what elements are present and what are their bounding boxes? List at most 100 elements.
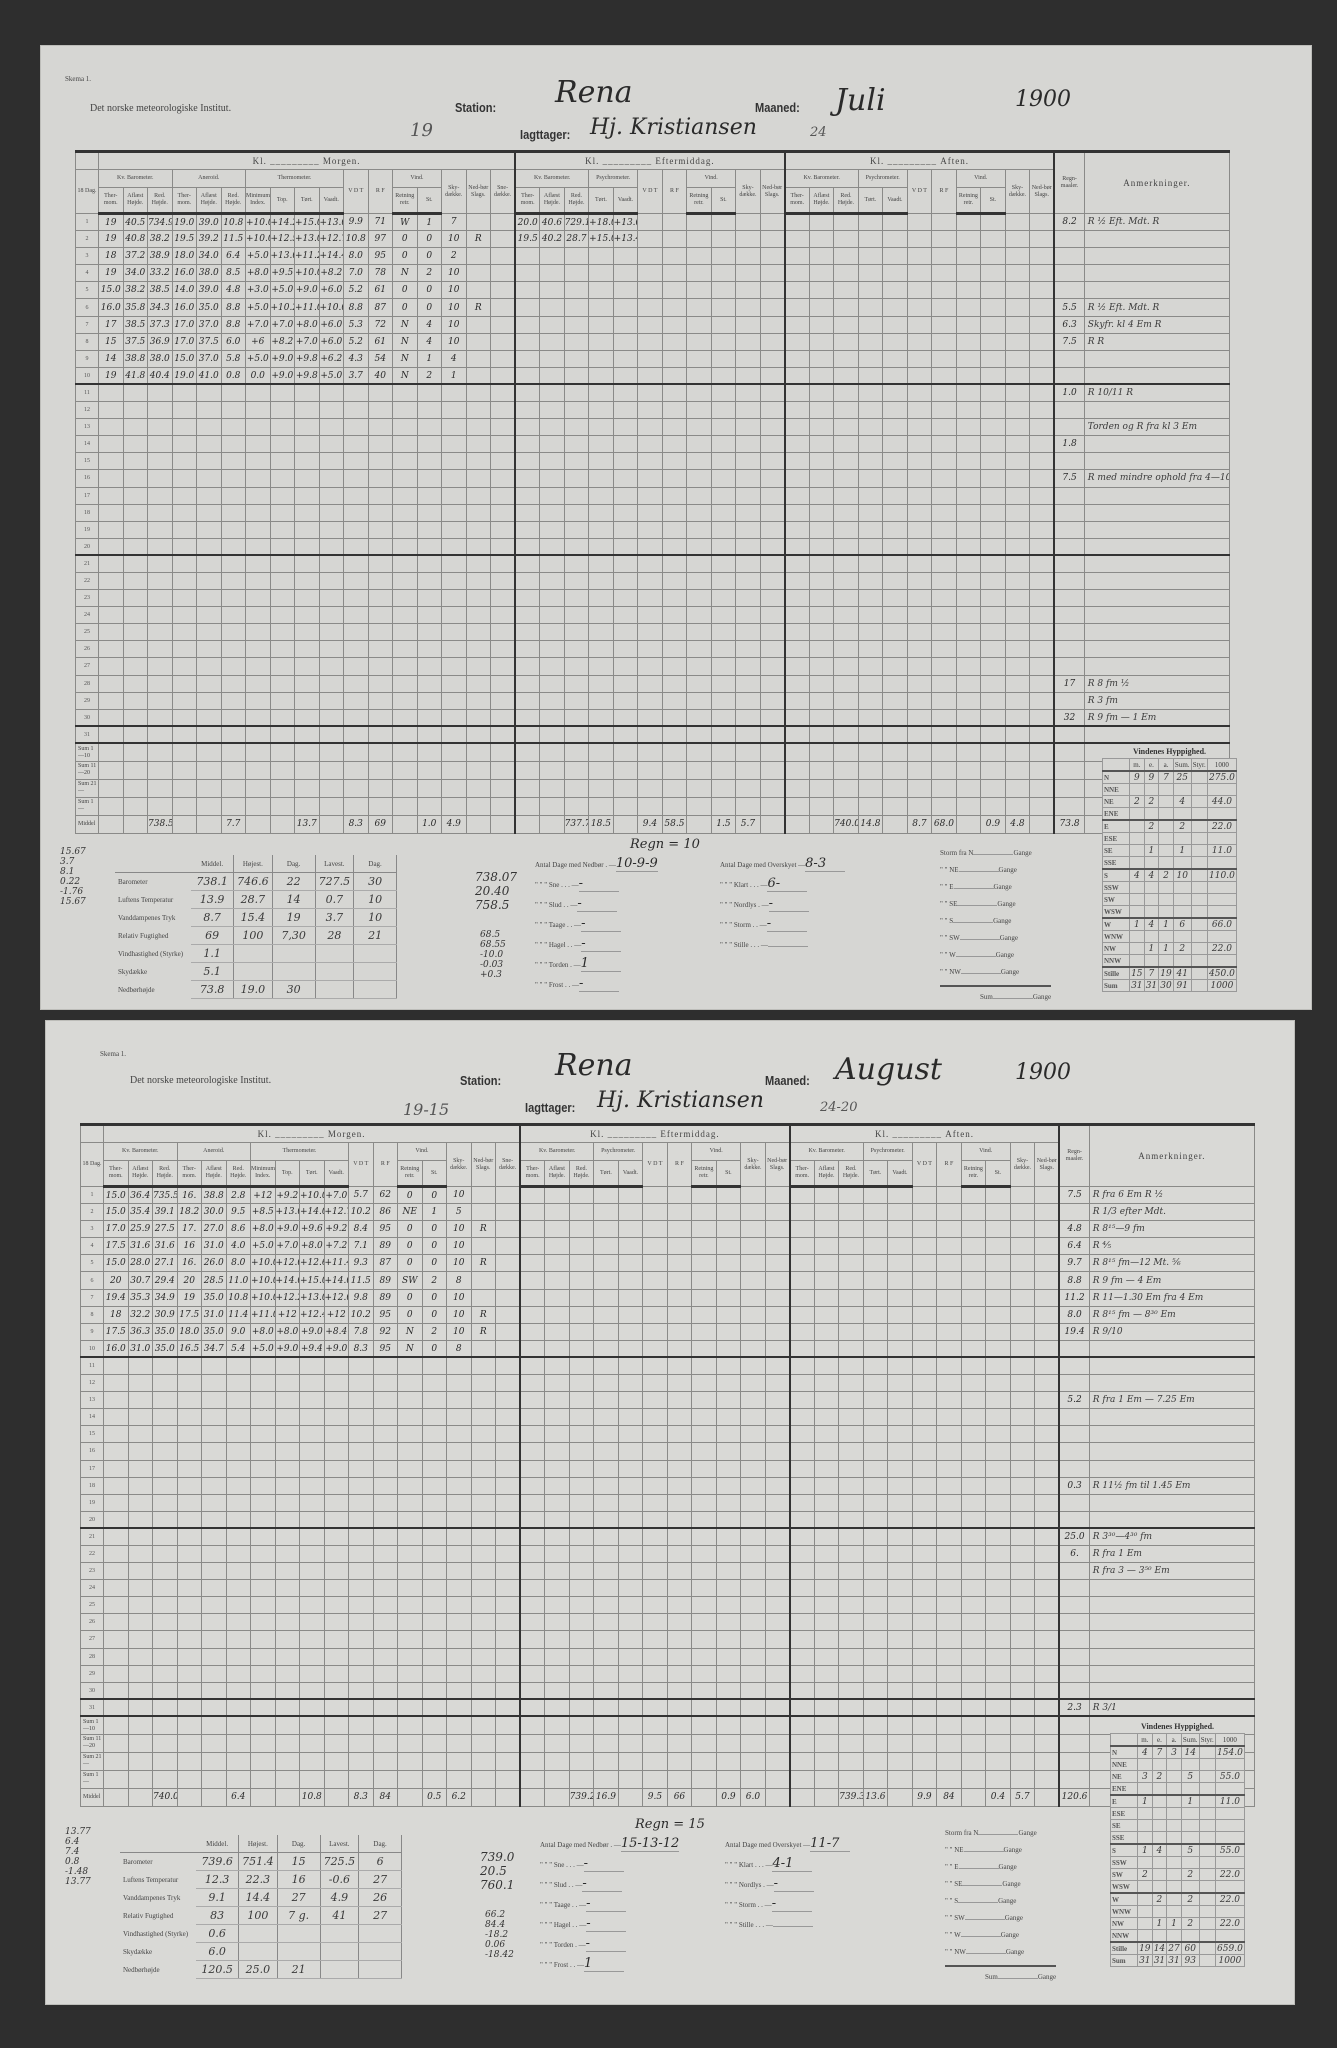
cell-aften [882,814,908,834]
cell-aften [808,520,835,539]
cell-morgen: 39.0 [196,212,222,232]
cell-morgen: 30.0 [201,1203,227,1222]
cell-morgen [465,571,491,591]
cell-aften [985,1339,1011,1358]
cell-morgen [103,1769,129,1789]
cell-aften [838,1562,864,1581]
cell-eftermiddag [686,212,712,232]
wind-count [1129,844,1145,857]
cell-morgen: 11.4 [225,1305,251,1324]
cell-morgen [323,1425,349,1444]
cell-morgen [98,554,124,573]
cell-eftermiddag [759,760,786,780]
cell-aften [1009,1647,1036,1666]
header-rf: R F [931,169,957,214]
wind-count: 7 [1151,1745,1168,1759]
cell-eftermiddag [519,1305,546,1324]
cell-eftermiddag [617,1751,644,1771]
cell-morgen: 36.4 [127,1185,153,1205]
cell-aften [838,1647,864,1666]
cell-morgen [446,1510,472,1529]
cell-morgen [122,657,148,676]
wind-count [1151,1782,1168,1796]
cell-morgen [367,725,393,744]
cell-aften [813,1698,840,1717]
cell-aften [808,657,835,676]
cell-morgen: 92 [372,1322,398,1341]
cell-aften [936,1374,962,1393]
cell-morgen [372,1596,398,1615]
cell-eftermiddag [759,657,786,676]
count-label: " " " Nordlys . — [725,1881,774,1889]
cell-eftermiddag [514,469,541,488]
cell-aften [1029,315,1055,334]
remark [1083,623,1231,642]
cell-aften [911,1203,938,1222]
cell-eftermiddag [642,1408,668,1427]
cell-aften [980,230,1006,249]
storm-unit: Gange [1000,1931,1019,1939]
cell-morgen [470,1562,496,1581]
cell-aften [882,778,908,798]
stats-value: 7 g. [277,1906,321,1925]
cell-aften [833,281,859,300]
cell-eftermiddag [617,1288,644,1307]
cell-aften [1004,520,1031,539]
remark: Torden og R fra kl 3 Em [1083,418,1231,437]
cell-aften [887,1305,913,1324]
cell-morgen [103,1425,129,1444]
storm-value [959,939,1000,940]
wind-count [1190,979,1208,992]
stats-col-header: Dag. [272,855,316,873]
station-value: Rena [555,75,633,110]
stats-value: 22 [272,872,316,891]
cell-eftermiddag [539,708,565,727]
wind-count: 2 [1151,1770,1168,1783]
cell-aften [911,1562,938,1581]
cell-eftermiddag [759,247,786,266]
cell-morgen: 10 [441,230,467,249]
stats-value: 73.8 [191,980,235,999]
cell-eftermiddag [666,1751,693,1771]
cell-morgen [348,1425,374,1444]
stats-value [277,1942,321,1961]
cell-eftermiddag [764,1681,791,1700]
station-value: Rena [555,1048,633,1083]
cell-morgen [372,1733,398,1753]
cell-eftermiddag [691,1647,717,1666]
kl-blank: _________ [266,155,323,166]
cell-morgen [318,503,344,522]
cell-morgen: +11.0 [250,1305,276,1324]
table-row-day-27: 27 [80,1630,1256,1649]
cell-morgen [250,1613,276,1632]
cell-aften [1004,503,1031,522]
cell-morgen [490,589,516,608]
cell-eftermiddag [563,725,590,744]
cell-morgen [225,1630,251,1649]
cell-aften [980,486,1006,505]
table-row-day-17: 17 [80,1459,1256,1478]
header-tort: Tørt. [857,187,884,215]
cell-morgen: 7.0 [343,264,369,283]
cell-eftermiddag [563,503,590,522]
cell-aften [862,1220,889,1239]
cell-aften [1009,1185,1036,1205]
cell-aften [1009,1698,1036,1717]
cell-aften [955,725,982,744]
cell-aften [862,1254,889,1273]
cell-morgen: 38.5 [122,315,148,334]
wind-count [1143,954,1160,968]
cell-eftermiddag [691,1613,717,1632]
header-psychrometer: Psychrometer. [862,1142,913,1161]
cell-eftermiddag [637,315,663,334]
header-vaadt: Vaadt. [612,187,639,215]
cell-eftermiddag [764,1391,791,1410]
cell-eftermiddag [563,349,590,368]
cell-aften [960,1408,987,1427]
stats-value [233,962,273,981]
cell-aften [955,623,982,642]
cell-aften [1004,435,1031,454]
kl-label: Kl. [869,155,885,166]
cell-aften [887,1733,913,1753]
cell-morgen [392,503,418,522]
